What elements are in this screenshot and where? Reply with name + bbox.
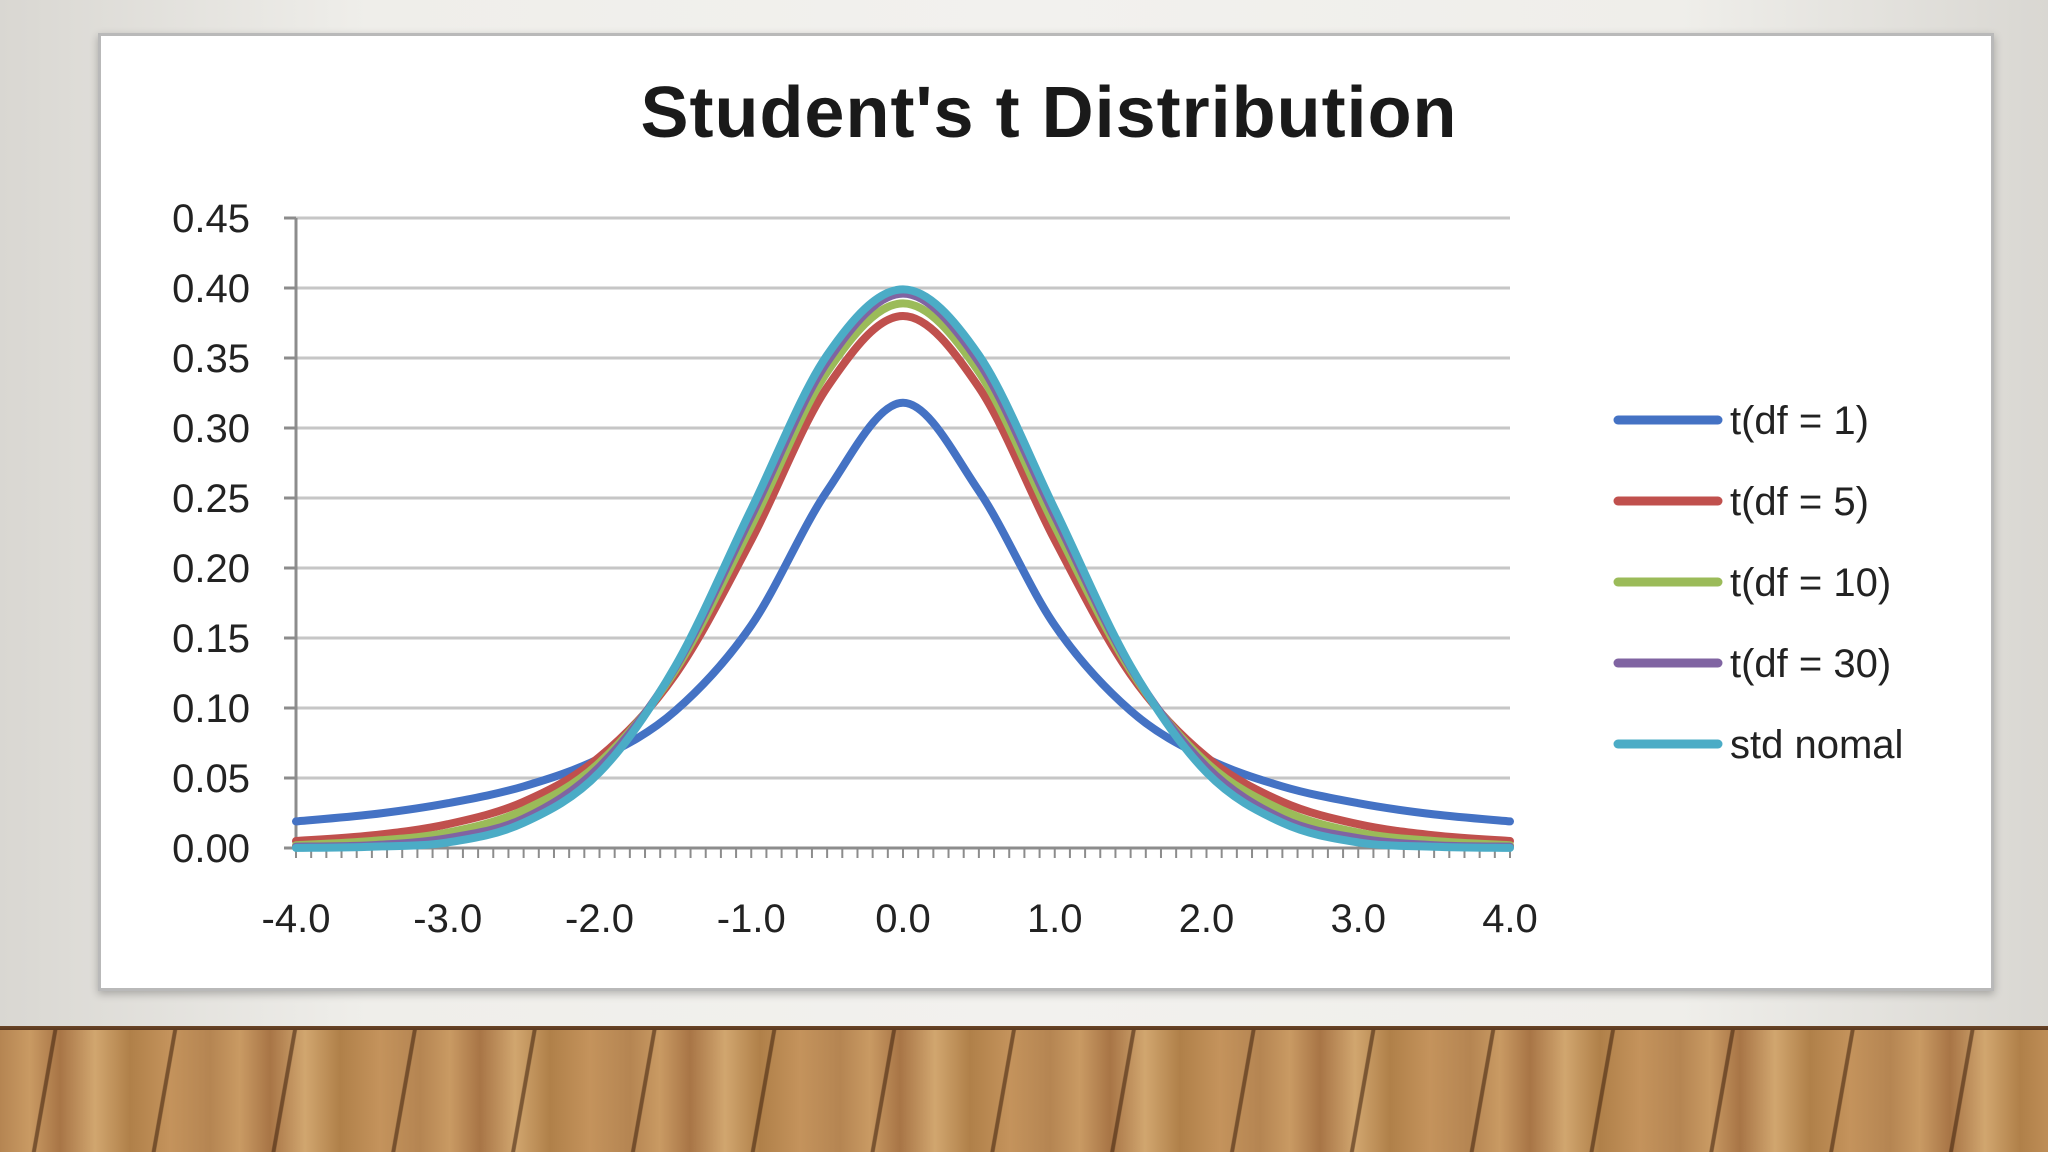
legend-label-t-df-5: t(df = 5)	[1730, 480, 1869, 524]
x-tick-label: -4.0	[262, 897, 331, 941]
legend-label-t-df-10: t(df = 10)	[1730, 561, 1891, 605]
y-tick-label: 0.30	[172, 407, 250, 451]
legend-label-std-nomal: std nomal	[1730, 723, 1903, 767]
y-tick-label: 0.25	[172, 477, 250, 521]
y-tick-label: 0.00	[172, 827, 250, 871]
x-tick-label: 0.0	[875, 897, 931, 941]
x-tick-label: -1.0	[717, 897, 786, 941]
series-line-t-df-5	[292, 312, 1514, 845]
legend-label-t-df-1: t(df = 1)	[1730, 399, 1869, 443]
y-tick-label: 0.40	[172, 267, 250, 311]
y-tick-label: 0.35	[172, 337, 250, 381]
x-tick-label: 3.0	[1330, 897, 1386, 941]
wood-floor	[0, 1030, 2048, 1152]
x-tick-label: 1.0	[1027, 897, 1083, 941]
series-line-t-df-1	[292, 398, 1514, 826]
legend-label-t-df-30: t(df = 30)	[1730, 642, 1891, 686]
y-tick-label: 0.05	[172, 757, 250, 801]
series-line-std-nomal	[292, 285, 1514, 852]
y-tick-label: 0.45	[172, 197, 250, 241]
chart-title: Student's t Distribution	[640, 73, 1458, 153]
x-tick-label: -3.0	[413, 897, 482, 941]
x-tick-label: -2.0	[565, 897, 634, 941]
y-tick-label: 0.10	[172, 687, 250, 731]
x-tick-label: 4.0	[1482, 897, 1538, 941]
y-tick-label: 0.20	[172, 547, 250, 591]
y-tick-label: 0.15	[172, 617, 250, 661]
x-tick-label: 2.0	[1179, 897, 1235, 941]
series-line-t-df-10	[292, 299, 1514, 850]
series-line-t-df-30	[292, 289, 1514, 851]
